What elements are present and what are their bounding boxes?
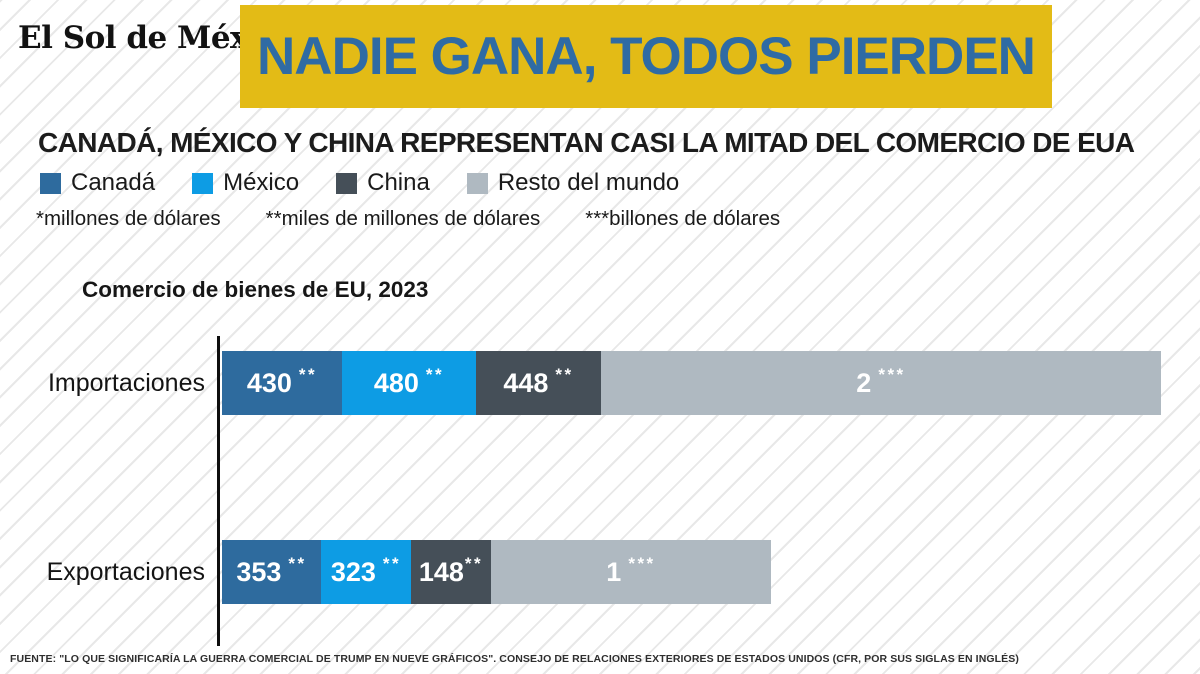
unit-stars: ** bbox=[425, 365, 445, 384]
source-credit: FUENTE: "LO QUE SIGNIFICARÍA LA GUERRA C… bbox=[10, 653, 1019, 665]
main-title: NADIE GANA, TODOS PIERDEN bbox=[257, 27, 1036, 86]
chart-legend: Canadá México China Resto del mundo bbox=[40, 169, 679, 197]
segment-value: 430 bbox=[246, 367, 292, 398]
legend-item-mexico: México bbox=[192, 169, 299, 197]
subtitle-headline: CANADÁ, MÉXICO Y CHINA REPRESENTAN CASI … bbox=[38, 127, 1135, 158]
segment-value: 148 bbox=[418, 556, 464, 587]
segment-value: 480 bbox=[373, 367, 419, 398]
unit-stars: ** bbox=[288, 554, 307, 573]
stacked-bar: 430 ** 480 ** 448 ** 2 *** bbox=[222, 351, 1161, 415]
legend-item-canada: Canadá bbox=[40, 169, 155, 197]
bar-segment-mexico: 323 ** bbox=[321, 540, 411, 604]
bar-row-importaciones: Importaciones 430 ** 480 ** 448 ** 2 *** bbox=[0, 351, 1161, 415]
bar-segment-resto: 2 *** bbox=[601, 351, 1161, 415]
bar-segment-canada: 430 ** bbox=[222, 351, 342, 415]
legend-item-china: China bbox=[336, 169, 430, 197]
china-swatch-icon bbox=[336, 172, 358, 194]
legend-item-resto: Resto del mundo bbox=[466, 169, 680, 197]
unit-stars: *** bbox=[878, 365, 906, 384]
footnote-billions: **miles de millones de dólares bbox=[265, 207, 541, 230]
legend-label: China bbox=[367, 169, 430, 196]
footnote-millions: *millones de dólares bbox=[36, 207, 221, 230]
bar-segment-mexico: 480 ** bbox=[342, 351, 476, 415]
legend-label: Resto del mundo bbox=[497, 169, 680, 196]
bar-segment-china: 448 ** bbox=[476, 351, 601, 415]
canada-swatch-icon bbox=[40, 172, 61, 194]
legend-label: México bbox=[223, 169, 300, 196]
unit-stars: ** bbox=[382, 554, 402, 573]
legend-label: Canadá bbox=[71, 169, 156, 196]
segment-value: 1 bbox=[606, 556, 622, 587]
y-axis-line bbox=[217, 336, 220, 646]
bar-segment-china: 148 ** bbox=[411, 540, 491, 604]
resto-swatch-icon bbox=[466, 172, 488, 194]
chart-title: Comercio de bienes de EU, 2023 bbox=[82, 277, 429, 302]
segment-value: 2 bbox=[856, 367, 872, 398]
segment-value: 448 bbox=[503, 367, 549, 398]
segment-value: 323 bbox=[330, 556, 376, 587]
unit-stars: ** bbox=[555, 365, 574, 384]
title-banner: NADIE GANA, TODOS PIERDEN bbox=[240, 5, 1052, 108]
unit-footnotes: *millones de dólares **miles de millones… bbox=[36, 207, 780, 231]
stacked-bar: 353 ** 323 ** 148 ** 1 *** bbox=[222, 540, 771, 604]
unit-stars: ** bbox=[298, 365, 318, 384]
row-label: Importaciones bbox=[47, 369, 205, 397]
segment-value: 353 bbox=[236, 556, 282, 587]
row-label: Exportaciones bbox=[46, 558, 205, 586]
unit-stars: *** bbox=[628, 554, 656, 573]
bar-segment-resto: 1 *** bbox=[491, 540, 771, 604]
bar-row-exportaciones: Exportaciones 353 ** 323 ** 148 ** 1 *** bbox=[0, 540, 771, 604]
bar-segment-canada: 353 ** bbox=[222, 540, 321, 604]
unit-stars: ** bbox=[464, 554, 484, 573]
footnote-trillions: ***billones de dólares bbox=[585, 207, 781, 230]
mexico-swatch-icon bbox=[192, 172, 214, 194]
